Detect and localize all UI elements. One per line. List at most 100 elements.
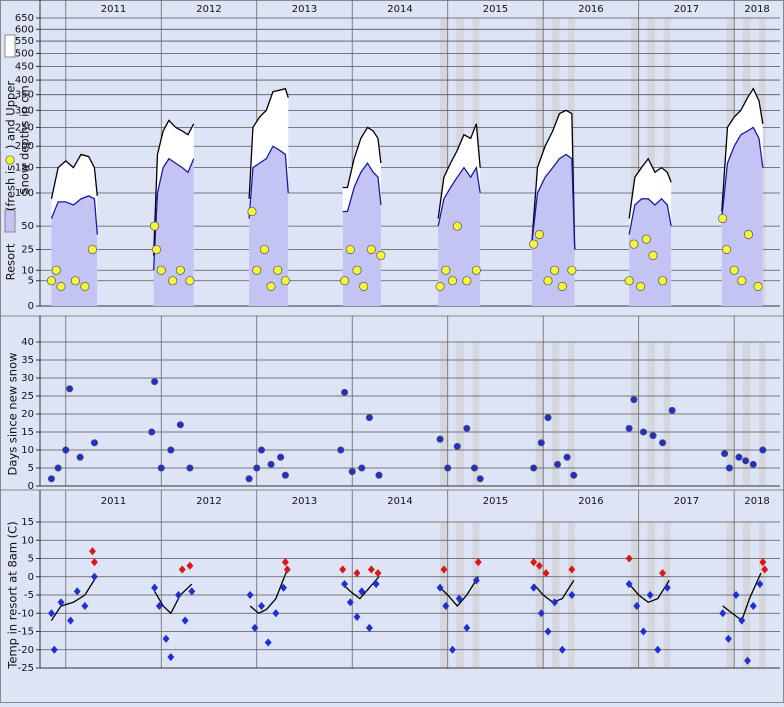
point [73,587,81,596]
point [654,645,662,654]
point [449,645,456,654]
point [476,475,484,483]
point [474,558,482,567]
line [721,126,764,219]
point [87,244,98,255]
point [550,265,560,275]
point [543,276,553,286]
point [151,378,159,386]
y-tick-label: 15 [21,427,34,438]
x-tick-label: 2015 [483,496,508,507]
y-tick-label: 5 [28,554,34,565]
y-tick-label: 40 [21,337,34,348]
y-axis-label: ) and Upper [4,81,18,150]
point [247,206,257,217]
y-tick-label: 150 [15,163,34,174]
point [636,281,646,291]
point [463,623,471,632]
point [89,547,96,556]
point [66,385,74,393]
point [567,265,577,275]
point [721,244,732,255]
point [749,601,757,610]
point [568,590,576,600]
line [531,109,576,250]
point [530,583,538,592]
point [341,388,349,396]
point [76,453,84,461]
point [542,569,550,578]
point [551,598,559,607]
point [659,439,667,447]
point [186,464,194,472]
y-tick-label: -25 [18,663,34,674]
point [729,265,739,275]
point [273,265,283,275]
x-tick-label: 2014 [387,496,412,507]
point [441,265,451,275]
point [658,276,668,286]
point [258,601,265,610]
point [90,558,98,567]
line [628,157,672,219]
point [81,601,89,610]
point [366,244,376,255]
point [50,645,58,654]
point [47,475,56,483]
point [534,230,544,240]
point [253,464,261,472]
line [531,153,576,250]
point [67,616,75,625]
line [50,576,97,621]
x-tick-label: 2017 [674,4,699,15]
panel: 0 5 10 15 20 25 30 35 40 [21,316,780,492]
point [186,561,194,570]
point [90,572,98,581]
line [342,126,382,189]
point [341,580,349,589]
point [639,428,648,436]
point [455,594,463,603]
y-tick-label: 0 [28,572,34,583]
area [721,127,763,306]
point [90,439,98,447]
y-tick-label: 0 [28,301,34,312]
y-tick-label: 600 [15,24,34,35]
point [761,565,769,574]
y-axis-label: Days since new snow [6,352,20,475]
point [629,239,639,249]
line [628,580,670,604]
point [738,616,746,625]
point [463,424,471,432]
point [345,244,355,255]
y-tick-label: 500 [15,48,34,59]
line [152,157,195,271]
line [721,87,764,212]
point [663,583,671,592]
point [56,281,66,291]
point [721,450,729,458]
point [358,464,366,472]
y-tick-label: 15 [21,517,34,528]
point [346,598,354,607]
point [530,558,538,567]
line [439,576,479,607]
point [668,406,676,414]
y-tick-label: 350 [15,90,34,101]
y-tick-label: 300 [15,105,34,116]
y-tick-label: -5 [24,590,34,601]
line [342,161,382,213]
point [353,569,361,578]
x-tick-label: 2015 [483,4,508,15]
x-tick-label: 2014 [387,4,412,15]
highlight-band [663,18,671,306]
point [453,442,461,450]
y-axis-label: Temp in resort at 8am (C) [6,521,20,669]
point [440,565,448,574]
point [51,265,61,275]
point [257,446,266,454]
point [563,453,571,461]
point [452,221,462,231]
point [530,464,538,472]
y-tick-label: 10 [21,445,34,456]
